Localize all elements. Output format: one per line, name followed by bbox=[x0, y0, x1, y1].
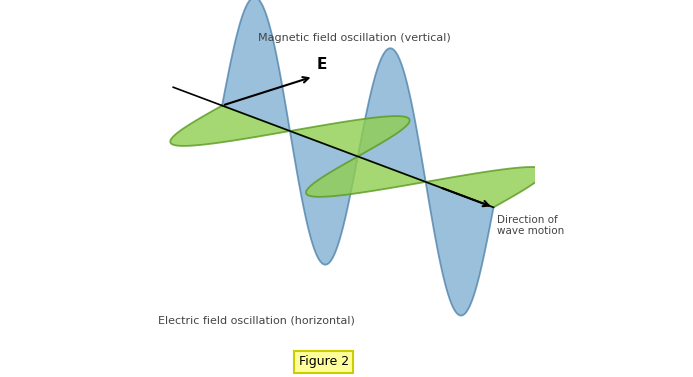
Text: E: E bbox=[317, 57, 328, 72]
Text: Magnetic field oscillation (vertical): Magnetic field oscillation (vertical) bbox=[258, 33, 450, 43]
Polygon shape bbox=[358, 48, 426, 182]
Polygon shape bbox=[290, 131, 358, 265]
Text: Figure 2: Figure 2 bbox=[299, 356, 349, 368]
Text: Direction of
wave motion: Direction of wave motion bbox=[498, 215, 565, 236]
Polygon shape bbox=[306, 156, 426, 197]
Polygon shape bbox=[290, 116, 410, 156]
Polygon shape bbox=[426, 182, 493, 316]
Polygon shape bbox=[426, 167, 545, 207]
Polygon shape bbox=[222, 0, 290, 131]
Polygon shape bbox=[170, 106, 290, 146]
Text: Electric field oscillation (horizontal): Electric field oscillation (horizontal) bbox=[157, 316, 354, 325]
